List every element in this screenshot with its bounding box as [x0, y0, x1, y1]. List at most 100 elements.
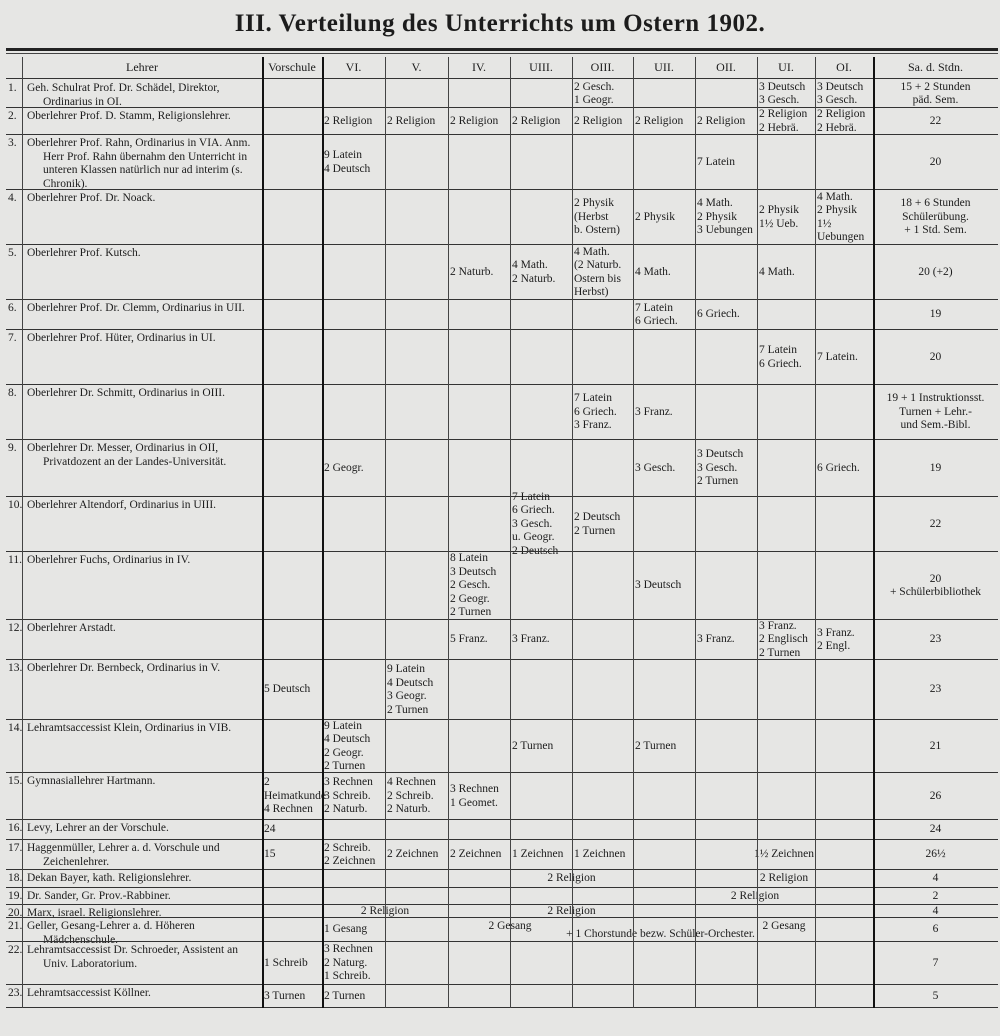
hours-span-cell: 2 Religion: [730, 889, 780, 902]
hours-cell-OIII: 2 Deutsch 2 Turnen: [574, 511, 621, 537]
teacher-name: Oberlehrer Dr. Schmitt, Ordinarius in OI…: [27, 387, 226, 399]
column-header-V: V.: [411, 59, 422, 74]
column-header-UII: UII.: [654, 59, 674, 74]
row-number: 19.: [8, 890, 23, 902]
column-divider: [385, 57, 386, 1008]
hours-cell-sa: 19: [929, 308, 942, 321]
row-number: 8.: [8, 387, 17, 399]
row-rule: [6, 917, 998, 918]
column-header-OIII: OIII.: [590, 59, 615, 74]
teacher-name: Lehramtsaccessist Köllner.: [27, 987, 151, 999]
teacher-name: Levy, Lehrer an der Vorschule.: [27, 822, 169, 834]
hours-cell-sa: 26½: [925, 848, 946, 861]
hours-cell-sa: 23: [929, 633, 942, 646]
hours-cell-UIII: 2 Turnen: [512, 739, 554, 752]
hours-cell-IV: 3 Rechnen 1 Geomet.: [450, 783, 499, 809]
hours-cell-OIII: 1 Zeichnen: [574, 848, 626, 861]
hours-cell-vorschule: 24: [264, 823, 276, 836]
hours-cell-UI: 7 Latein 6 Griech.: [759, 344, 802, 370]
hours-cell-OIII: 2 Religion: [574, 114, 623, 127]
hours-cell-UII: 2 Physik: [635, 210, 675, 223]
hours-cell-OIII: 4 Math. (2 Naturb. Ostern bis Herbst): [574, 245, 622, 299]
row-number: 15.: [8, 775, 23, 787]
teacher-name: Lehramtsaccessist Klein, Ordinarius in V…: [27, 722, 232, 734]
hours-cell-V: 4 Rechnen 2 Schreib. 2 Naturb.: [387, 776, 436, 816]
header-rule: [6, 78, 998, 79]
hours-cell-sa: 26: [929, 789, 942, 802]
teacher-name: Geller, Gesang-Lehrer a. d. Höheren Mädc…: [27, 920, 195, 946]
hours-cell-OI: 3 Franz. 2 Engl.: [817, 626, 855, 653]
hours-cell-V: 2 Zeichnen: [387, 848, 439, 861]
row-rule: [6, 1007, 998, 1008]
hours-cell-UI: 2 Physik 1½ Ueb.: [759, 204, 799, 230]
hours-cell-sa: 19 + 1 Instruktionsst. Turnen + Lehr.- u…: [886, 392, 985, 432]
hours-cell-UII: 3 Deutsch: [635, 579, 682, 592]
hours-cell-VI: 2 Geogr.: [324, 461, 364, 474]
hours-cell-sa: 23: [929, 683, 942, 696]
teacher-name: Gymnasiallehrer Hartmann.: [27, 775, 156, 787]
teacher-name: Oberlehrer Prof. Rahn, Ordinarius in VIA…: [27, 137, 251, 190]
teacher-name: Marx, israel. Religionslehrer.: [27, 907, 162, 919]
hours-cell-sa: 22: [929, 517, 942, 530]
row-rule: [6, 772, 998, 773]
hours-cell-UIII: 4 Math. 2 Naturb.: [512, 259, 556, 285]
hours-cell-VI: 3 Rechnen 3 Schreib. 2 Naturb.: [324, 776, 373, 816]
hours-cell-sa: 5: [932, 989, 939, 1002]
row-rule: [6, 619, 998, 620]
hours-cell-UIII: 3 Franz.: [512, 633, 550, 646]
hours-cell-vorschule: 3 Turnen: [264, 989, 306, 1002]
hours-cell-VI: 3 Rechnen 2 Naturg. 1 Schreib.: [324, 943, 373, 983]
teacher-name: Oberlehrer Prof. Kutsch.: [27, 247, 141, 259]
row-rule: [6, 439, 998, 440]
hours-cell-IV: 2 Zeichnen: [450, 848, 502, 861]
column-divider: [448, 57, 449, 1008]
row-number: 16.: [8, 822, 23, 834]
row-rule: [6, 551, 998, 552]
hours-cell-UII: 3 Gesch.: [635, 461, 676, 474]
teacher-name: Dekan Bayer, kath. Religionslehrer.: [27, 872, 192, 884]
column-divider: [873, 57, 875, 1008]
hours-cell-UII: 7 Latein 6 Griech.: [635, 301, 678, 328]
column-divider: [322, 57, 324, 1008]
teacher-name: Oberlehrer Fuchs, Ordinarius in IV.: [27, 554, 191, 566]
row-number: 23.: [8, 987, 23, 999]
hours-cell-OIII: 7 Latein 6 Griech. 3 Franz.: [574, 392, 617, 432]
teacher-name: Oberlehrer Dr. Messer, Ordinarius in OII…: [27, 442, 227, 468]
hours-cell-sa: 20: [929, 155, 942, 168]
teacher-name: Oberlehrer Altendorf, Ordinarius in UIII…: [27, 499, 217, 511]
hours-cell-sa: 22: [929, 114, 942, 127]
hours-cell-sa: 15 + 2 Stunden päd. Sem.: [900, 80, 971, 107]
hours-span-cell: 2 Religion: [759, 872, 809, 885]
column-header-sa: Sa. d. Stdn.: [907, 59, 963, 74]
hours-cell-sa: 19: [929, 461, 942, 474]
hours-cell-OII: 3 Franz.: [697, 633, 735, 646]
row-number: 6.: [8, 302, 17, 314]
hours-cell-OI: 6 Griech.: [817, 461, 860, 474]
hours-cell-IV: 5 Franz.: [450, 633, 488, 646]
hours-cell-OI: 7 Latein.: [817, 350, 858, 363]
hours-cell-UIII: 1 Zeichnen: [512, 848, 564, 861]
hours-span-cell: 2 Religion: [547, 872, 596, 885]
column-header-lehrer: Lehrer: [126, 59, 158, 74]
row-rule: [6, 941, 998, 942]
hours-cell-OII: 7 Latein: [697, 155, 735, 168]
row-number: 4.: [8, 192, 17, 204]
hours-cell-IV: 2 Religion: [450, 114, 499, 127]
hours-cell-vorschule: 5 Deutsch: [264, 683, 311, 696]
teacher-name: Geh. Schulrat Prof. Dr. Schädel, Direkto…: [27, 82, 220, 108]
column-divider: [757, 57, 758, 1008]
hours-cell-sa: 20: [929, 350, 942, 363]
row-rule: [6, 904, 998, 905]
title-rule-thin: [6, 53, 998, 54]
hours-cell-OII: 3 Deutsch 3 Gesch. 2 Turnen: [697, 448, 744, 488]
row-rule: [6, 887, 998, 888]
hours-cell-IV: 2 Naturb.: [450, 265, 494, 278]
row-number: 17.: [8, 842, 23, 854]
row-rule: [6, 984, 998, 985]
hours-cell-sa: 21: [929, 739, 942, 752]
hours-cell-UI: 2 Religion 2 Hebrä.: [759, 108, 808, 134]
row-number: 7.: [8, 332, 17, 344]
teacher-name: Oberlehrer Prof. Dr. Noack.: [27, 192, 156, 204]
row-number: 21.: [8, 920, 23, 932]
teacher-name: Dr. Sander, Gr. Prov.-Rabbiner.: [27, 890, 171, 902]
